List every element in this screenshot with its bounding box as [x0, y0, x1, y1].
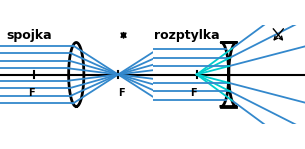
Text: rozptylka: rozptylka — [154, 29, 220, 42]
Text: F: F — [28, 88, 34, 98]
Text: F: F — [190, 88, 197, 98]
Text: spojka: spojka — [6, 29, 52, 42]
Text: F: F — [118, 88, 124, 98]
